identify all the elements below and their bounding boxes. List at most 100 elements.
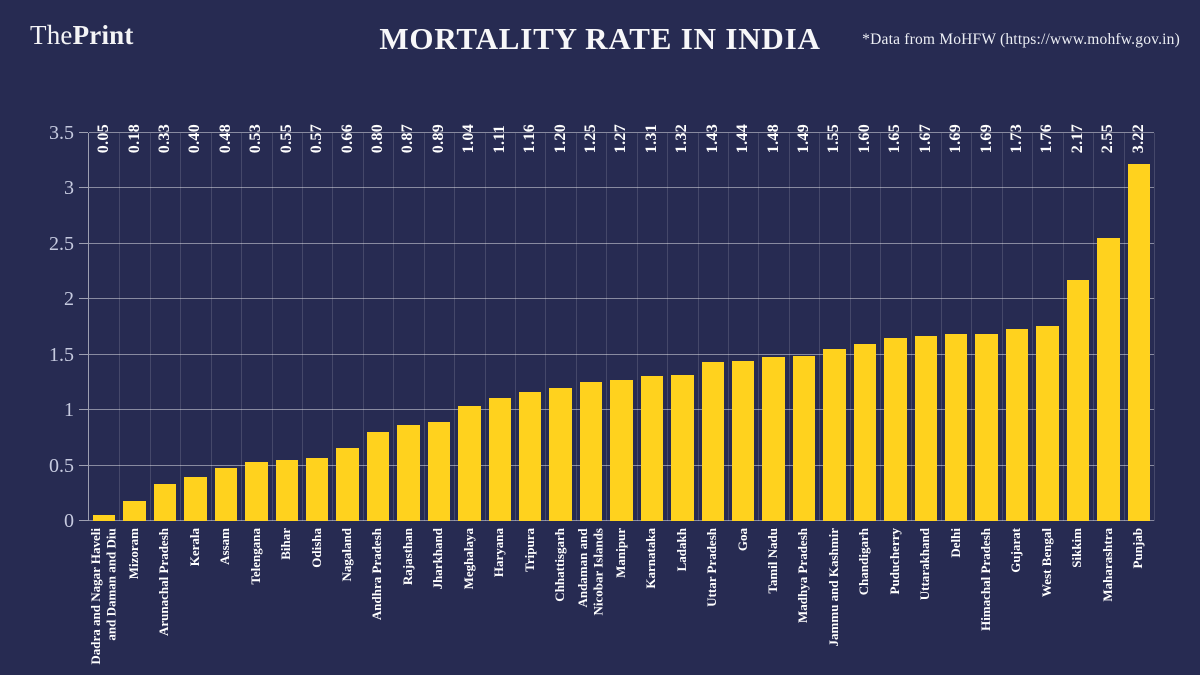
gridline-vertical — [1001, 133, 1003, 521]
x-axis-label: Jharkhand — [430, 528, 446, 590]
bar-value-wrapper: 0.33 — [150, 109, 180, 153]
bar-value-wrapper: 1.73 — [1002, 109, 1032, 153]
bar-value-label: 0.18 — [125, 123, 143, 153]
bar-value-label: 0.33 — [156, 123, 174, 153]
y-axis-tick-label: 2.5 — [49, 232, 74, 255]
y-axis-tick-label: 3.5 — [49, 122, 74, 144]
bar-value-wrapper: 3.22 — [1124, 109, 1154, 153]
x-axis-label: Madhya Pradesh — [795, 528, 811, 623]
gridline-vertical — [880, 133, 882, 521]
x-axis-label: Karnataka — [643, 528, 659, 589]
x-axis-label: Tripura — [521, 528, 537, 572]
gridline-vertical — [1093, 133, 1095, 521]
bar-value-label: 0.53 — [247, 123, 265, 153]
x-axis-label: Himachal Pradesh — [977, 528, 993, 631]
bar-column: 0.57 — [302, 124, 332, 521]
x-axis-cell: Chhattisgarh — [544, 528, 574, 675]
plot-area: 0 0.5 1 1.5 2 2.5 3 3.5 0.05 0.18 0.33 0.40 0.48 0.53… — [49, 123, 1155, 531]
bar — [823, 349, 846, 521]
gridline-vertical — [332, 133, 334, 521]
bar-value-label: 0.89 — [429, 123, 447, 153]
x-axis-cell: Himachal Pradesh — [970, 528, 1000, 675]
x-axis-cell: Andhra Pradesh — [362, 528, 392, 675]
bar — [92, 515, 116, 521]
gridline-horizontal — [89, 298, 1154, 300]
bar-column: 1.20 — [545, 124, 575, 521]
y-axis-tick-label: 0 — [64, 510, 74, 532]
gridline-vertical — [728, 133, 729, 521]
y-axis-tick — [79, 298, 88, 300]
bar — [762, 356, 785, 521]
x-axis-cell: Goa — [727, 528, 757, 675]
bar — [792, 355, 816, 521]
bar-value-wrapper: 1.76 — [1032, 109, 1062, 153]
y-axis-tick — [79, 520, 88, 521]
gridline-vertical — [149, 133, 151, 521]
bar-value-label: 1.16 — [521, 123, 539, 153]
bar-column: 1.69 — [971, 124, 1001, 521]
bar-column: 0.53 — [241, 124, 271, 521]
bar-value-label: 0.80 — [369, 123, 387, 153]
bar-column: 3.22 — [1124, 124, 1154, 521]
logo-text-the: The — [30, 20, 73, 50]
chart-title: MORTALITY RATE IN INDIA — [379, 21, 821, 56]
bar-value-label: 1.48 — [764, 123, 782, 153]
y-axis-tick-label: 0.5 — [49, 454, 74, 477]
x-axis-cell: Tamil Nadu — [757, 528, 787, 675]
bar-column: 1.48 — [758, 124, 788, 521]
x-axis-label: Arunachal Pradesh — [156, 528, 172, 636]
y-axis-tick-label: 2 — [64, 288, 74, 311]
gridline-vertical — [210, 133, 212, 521]
bar — [518, 392, 542, 521]
gridline-vertical — [302, 133, 303, 521]
x-axis-cell: Karnataka — [636, 528, 666, 675]
x-axis-cell: Uttarakhand — [910, 528, 940, 675]
x-axis-cell: Dadra and Nagar Haveli and Daman and Diu — [88, 528, 118, 675]
bar-column: 1.55 — [819, 124, 849, 521]
gridline-vertical — [241, 133, 243, 521]
x-axis-cell: Maharashtra — [1092, 528, 1122, 675]
bar-column: 1.76 — [1032, 124, 1062, 521]
x-axis-label: Manipur — [612, 528, 628, 578]
bar-value-label: 1.43 — [703, 123, 721, 153]
x-axis-cell: Haryana — [484, 528, 514, 675]
x-axis-label: Nagaland — [338, 528, 354, 582]
x-axis-label: Kerala — [186, 528, 202, 567]
bar-value-wrapper: 0.40 — [180, 109, 210, 153]
x-axis-label: Bihar — [278, 528, 294, 560]
bar-value-label: 1.11 — [490, 124, 508, 153]
gridline-vertical — [545, 133, 547, 521]
bar-column: 0.89 — [424, 124, 454, 521]
bar-value-wrapper: 2.55 — [1093, 109, 1123, 153]
bar-value-label: 1.67 — [916, 123, 934, 153]
x-axis-label: Chhattisgarh — [551, 528, 567, 602]
x-axis-cell: Arunachal Pradesh — [149, 528, 179, 675]
gridline-vertical — [910, 133, 912, 521]
bar-column: 2.55 — [1093, 124, 1123, 521]
bar-value-wrapper: 1.60 — [850, 109, 880, 153]
bar-value-label: 0.48 — [216, 123, 234, 153]
bar-value-wrapper: 1.31 — [637, 109, 667, 153]
bar — [579, 382, 603, 521]
x-axis-label: Chandigarh — [856, 528, 872, 596]
bar — [1097, 238, 1120, 521]
x-axis-cell: Ladakh — [666, 528, 696, 675]
bar-value-wrapper: 0.05 — [89, 109, 119, 153]
bar-value-label: 0.05 — [95, 123, 113, 153]
y-axis-tick-label: 3 — [64, 177, 74, 200]
x-axis-labels: Dadra and Nagar Haveli and Daman and Diu… — [88, 528, 1153, 675]
bar-value-wrapper: 0.18 — [119, 109, 149, 153]
x-axis-cell: Sikkim — [1062, 528, 1092, 675]
bar-value-label: 1.60 — [855, 123, 873, 153]
bar-value-wrapper: 1.27 — [606, 109, 636, 153]
bar-value-label: 2.55 — [1099, 123, 1117, 153]
bar-value-label: 0.87 — [399, 123, 417, 153]
y-axis-tick — [79, 187, 88, 189]
bar-column: 0.80 — [363, 124, 393, 521]
bar-value-wrapper: 1.55 — [819, 109, 849, 153]
gridline-vertical — [606, 133, 608, 521]
gridline-vertical — [180, 133, 182, 521]
bar-column: 1.44 — [728, 124, 758, 521]
bar-value-wrapper: 0.57 — [302, 109, 332, 153]
bar-value-label: 0.40 — [186, 123, 204, 153]
